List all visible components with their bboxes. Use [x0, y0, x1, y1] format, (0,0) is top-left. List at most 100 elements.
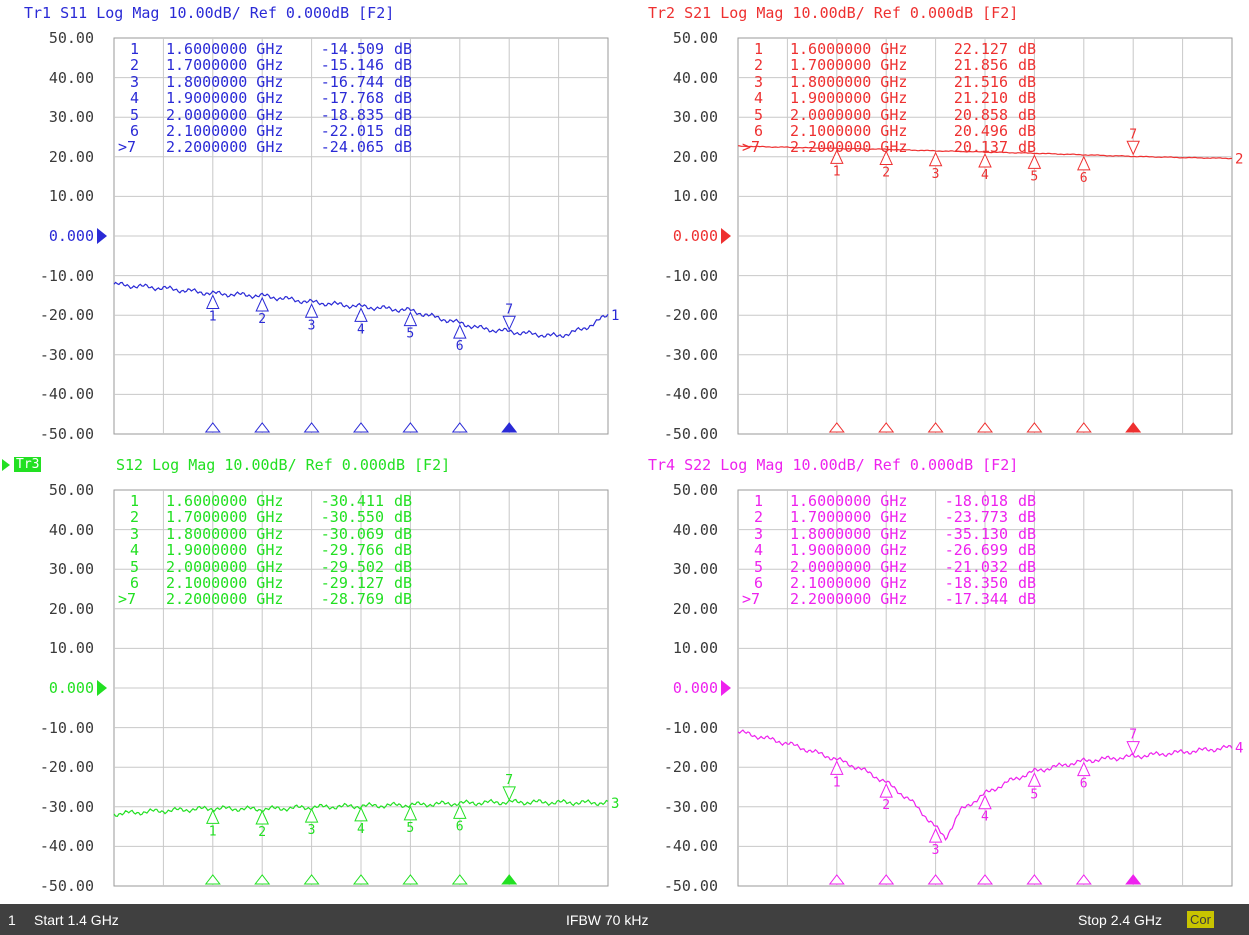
marker-readout-row[interactable]: 2 1.7000000 GHz -15.146 dB: [130, 57, 412, 74]
marker-5[interactable]: 5: [403, 805, 418, 836]
marker-position-icon[interactable]: [1026, 422, 1043, 433]
marker-6[interactable]: 6: [1077, 761, 1091, 792]
marker-position-icon[interactable]: [451, 422, 468, 433]
marker-position-icon[interactable]: [878, 422, 895, 433]
marker-position-icon[interactable]: [402, 422, 419, 433]
marker-readout-row[interactable]: 5 2.0000000 GHz -21.032 dB: [754, 558, 1036, 575]
tr1-trace-line[interactable]: [113, 281, 609, 339]
tr2-pane[interactable]: Tr2 S21 Log Mag 10.00dB/ Ref 0.000dB [F2…: [624, 0, 1248, 452]
marker-position-icon[interactable]: [501, 874, 518, 885]
marker-readout-row[interactable]: 4 1.9000000 GHz -29.766 dB: [130, 542, 412, 559]
marker-position-icon[interactable]: [352, 874, 370, 885]
marker-position-icon[interactable]: [976, 874, 994, 885]
marker-readout-row[interactable]: 5 2.0000000 GHz -18.835 dB: [130, 106, 412, 123]
marker-6[interactable]: 6: [453, 323, 467, 354]
marker-readout-row[interactable]: 2 1.7000000 GHz -23.773 dB: [754, 509, 1036, 526]
channel-indicator[interactable]: 1: [8, 912, 16, 928]
marker-5[interactable]: 5: [1027, 154, 1042, 184]
marker-readout-row[interactable]: >7 2.2000000 GHz -17.344 dB: [742, 591, 1036, 608]
marker-position-icon[interactable]: [204, 422, 221, 433]
marker-7[interactable]: 7: [502, 773, 516, 802]
marker-readout-row[interactable]: 1 1.6000000 GHz -18.018 dB: [754, 493, 1036, 510]
tr1-title[interactable]: Tr1 S11 Log Mag 10.00dB/ Ref 0.000dB [F2…: [24, 4, 395, 22]
correction-badge[interactable]: Cor: [1187, 911, 1214, 928]
marker-7[interactable]: 7: [502, 302, 516, 331]
marker-1[interactable]: 1: [830, 149, 844, 179]
marker-3[interactable]: 3: [304, 303, 319, 333]
marker-position-icon[interactable]: [976, 422, 994, 433]
marker-6[interactable]: 6: [1077, 155, 1091, 186]
marker-position-icon[interactable]: [878, 874, 895, 885]
reference-level-arrow-icon[interactable]: [721, 680, 731, 696]
marker-position-icon[interactable]: [303, 874, 320, 885]
marker-readout-row[interactable]: 5 2.0000000 GHz -29.502 dB: [130, 558, 412, 575]
reference-level-arrow-icon[interactable]: [97, 228, 107, 244]
marker-1[interactable]: 1: [206, 809, 220, 839]
marker-7[interactable]: 7: [1126, 728, 1140, 756]
tr1-pane[interactable]: Tr1 S11 Log Mag 10.00dB/ Ref 0.000dB [F2…: [0, 0, 624, 452]
reference-level-arrow-icon[interactable]: [721, 228, 731, 244]
marker-1[interactable]: 1: [830, 760, 844, 790]
marker-position-icon[interactable]: [352, 422, 370, 433]
marker-readout-row[interactable]: >7 2.2000000 GHz 20.137 dB: [742, 139, 1036, 156]
marker-1[interactable]: 1: [206, 294, 220, 324]
marker-position-icon[interactable]: [828, 874, 845, 885]
marker-position-icon[interactable]: [254, 422, 271, 433]
tr1-plot[interactable]: 11 2 3 4 567: [113, 37, 619, 435]
marker-3[interactable]: 3: [304, 807, 319, 838]
marker-position-icon[interactable]: [501, 422, 518, 433]
marker-position-icon[interactable]: [828, 422, 845, 433]
marker-position-icon[interactable]: [927, 422, 944, 433]
ifbw-setting[interactable]: IFBW 70 kHz: [566, 912, 649, 928]
marker-readout-row[interactable]: 2 1.7000000 GHz -30.550 dB: [130, 509, 412, 526]
tr3-plot[interactable]: 31 2 3 4 5 67: [113, 489, 619, 887]
marker-position-icon[interactable]: [1075, 874, 1092, 885]
tr2-title[interactable]: Tr2 S21 Log Mag 10.00dB/ Ref 0.000dB [F2…: [648, 4, 1019, 22]
marker-readout-row[interactable]: 3 1.8000000 GHz 21.516 dB: [754, 73, 1036, 90]
marker-readout-row[interactable]: 4 1.9000000 GHz 21.210 dB: [754, 90, 1036, 107]
marker-readout-row[interactable]: 6 2.1000000 GHz -29.127 dB: [130, 575, 412, 592]
tr3-title[interactable]: S12 Log Mag 10.00dB/ Ref 0.000dB [F2]: [116, 456, 451, 474]
marker-position-icon[interactable]: [303, 422, 320, 433]
marker-readout-row[interactable]: 6 2.1000000 GHz -22.015 dB: [130, 123, 412, 140]
marker-position-icon[interactable]: [1125, 422, 1142, 433]
marker-readout-row[interactable]: 3 1.8000000 GHz -16.744 dB: [130, 73, 412, 90]
marker-5[interactable]: 5: [1027, 772, 1042, 802]
marker-position-icon[interactable]: [451, 874, 468, 885]
marker-readout-row[interactable]: 4 1.9000000 GHz -17.768 dB: [130, 90, 412, 107]
marker-2[interactable]: 2: [255, 809, 269, 840]
marker-position-icon[interactable]: [1026, 874, 1043, 885]
reference-level-arrow-icon[interactable]: [97, 680, 107, 696]
marker-6[interactable]: 6: [453, 804, 467, 834]
marker-7[interactable]: 7: [1126, 127, 1140, 156]
marker-3[interactable]: 3: [928, 151, 943, 182]
marker-readout-row[interactable]: 1 1.6000000 GHz -30.411 dB: [130, 493, 412, 510]
tr3-pane[interactable]: Tr3 S12 Log Mag 10.00dB/ Ref 0.000dB [F2]…: [0, 452, 624, 904]
tr4-pane[interactable]: Tr4 S22 Log Mag 10.00dB/ Ref 0.000dB [F2…: [624, 452, 1248, 904]
marker-2[interactable]: 2: [879, 150, 893, 180]
marker-2[interactable]: 2: [879, 782, 893, 813]
tr2-trace-line[interactable]: [737, 145, 1233, 160]
marker-position-icon[interactable]: [927, 874, 944, 885]
marker-readout-row[interactable]: 2 1.7000000 GHz 21.856 dB: [754, 57, 1036, 74]
marker-4[interactable]: 4: [354, 806, 368, 837]
marker-readout-row[interactable]: 5 2.0000000 GHz 20.858 dB: [754, 106, 1036, 123]
marker-2[interactable]: 2: [255, 296, 269, 327]
tr3-active-label[interactable]: Tr3: [14, 457, 42, 472]
marker-readout-row[interactable]: 6 2.1000000 GHz -18.350 dB: [754, 575, 1036, 592]
tr2-plot[interactable]: 21 2 3 4 5 67: [737, 37, 1243, 435]
marker-readout-row[interactable]: 3 1.8000000 GHz -35.130 dB: [754, 525, 1036, 542]
marker-position-icon[interactable]: [204, 874, 221, 885]
marker-position-icon[interactable]: [1075, 422, 1092, 433]
marker-readout-row[interactable]: 3 1.8000000 GHz -30.069 dB: [130, 525, 412, 542]
marker-4[interactable]: 4: [978, 152, 992, 183]
start-frequency[interactable]: Start 1.4 GHz: [34, 912, 119, 928]
marker-readout-row[interactable]: 1 1.6000000 GHz 22.127 dB: [754, 41, 1036, 58]
marker-readout-row[interactable]: >7 2.2000000 GHz -24.065 dB: [118, 139, 412, 156]
marker-position-icon[interactable]: [1125, 874, 1142, 885]
marker-5[interactable]: 5: [403, 311, 418, 342]
marker-4[interactable]: 4: [354, 307, 368, 337]
marker-4[interactable]: 4: [978, 794, 992, 825]
stop-frequency[interactable]: Stop 2.4 GHz: [1078, 912, 1163, 928]
marker-readout-row[interactable]: >7 2.2000000 GHz -28.769 dB: [118, 591, 412, 608]
